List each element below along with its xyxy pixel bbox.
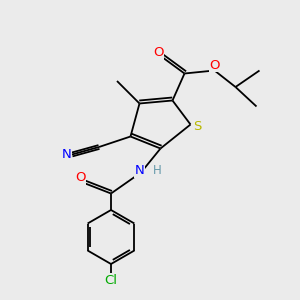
Text: O: O bbox=[153, 46, 164, 59]
Text: O: O bbox=[209, 58, 220, 72]
Text: O: O bbox=[75, 171, 86, 184]
Text: H: H bbox=[153, 164, 162, 178]
Text: Cl: Cl bbox=[104, 274, 118, 287]
Text: N: N bbox=[135, 164, 144, 178]
Text: S: S bbox=[193, 119, 201, 133]
Text: N: N bbox=[62, 148, 71, 161]
